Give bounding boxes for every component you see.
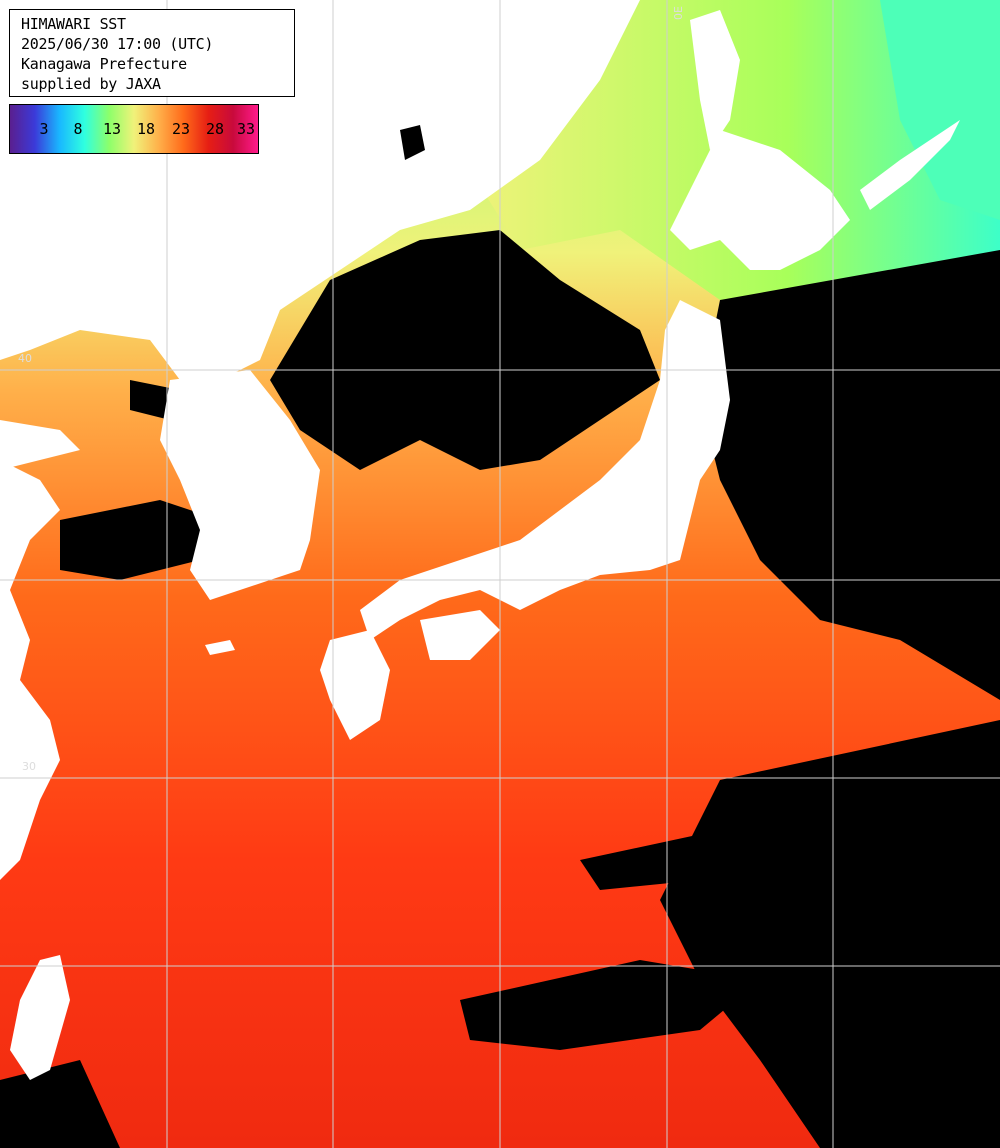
land-kuril: [860, 120, 960, 210]
info-box: HIMAWARI SST 2025/06/30 17:00 (UTC) Kana…: [9, 9, 295, 97]
temperature-colorbar: 3 8 13 18 23 28 33: [9, 104, 259, 154]
data-source: supplied by JAXA: [21, 75, 161, 93]
land-korea: [160, 370, 320, 600]
cloud-east-streak-1: [460, 960, 760, 1050]
okhotsk-cold-water: [880, 0, 1000, 220]
land-shikoku: [420, 610, 500, 660]
land-shandong: [0, 420, 80, 470]
land-sakhalin: [690, 10, 740, 150]
grid-label-top: 0E: [672, 6, 685, 20]
cloud-northeast: [700, 250, 1000, 700]
colorbar-tick: 3: [39, 120, 49, 138]
product-title: HIMAWARI SST: [21, 15, 126, 33]
cloud-sea-of-japan: [270, 230, 660, 470]
cloud-korea-west: [60, 500, 220, 580]
cloud-east-streak-2: [580, 830, 780, 890]
land-taiwan: [10, 955, 70, 1080]
observation-time: 2025/06/30 17:00 (UTC): [21, 35, 214, 53]
colorbar-tick: 18: [136, 120, 156, 138]
cloud-southwest: [0, 1060, 120, 1148]
land-honshu: [360, 300, 730, 640]
land-jeju: [205, 640, 235, 655]
land-oki: [400, 125, 425, 160]
colorbar-tick: 13: [102, 120, 122, 138]
colorbar-tick: 28: [205, 120, 225, 138]
grid-label-left-lower: 30: [22, 760, 36, 773]
colorbar-tick: 33: [236, 120, 256, 138]
colorbar-tick: 23: [171, 120, 191, 138]
colorbar-tick: 8: [73, 120, 83, 138]
land-kyushu: [320, 630, 390, 740]
grid-label-left-upper: 40: [18, 352, 32, 365]
provider-prefecture: Kanagawa Prefecture: [21, 55, 187, 73]
land-hokkaido: [670, 130, 850, 270]
land-china-east: [0, 460, 60, 880]
cloud-east-band: [660, 720, 1000, 1148]
